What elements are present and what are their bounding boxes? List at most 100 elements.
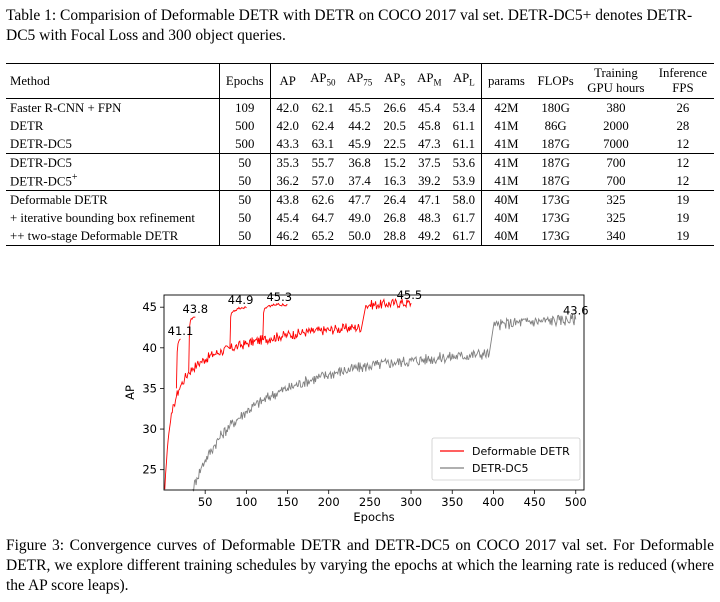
cell-apm: 47.3 bbox=[418, 136, 441, 151]
cell-aps: 20.5 bbox=[383, 118, 406, 133]
cell-apl: 61.1 bbox=[452, 118, 476, 133]
cell-flops: 180G bbox=[541, 100, 570, 115]
cell-ap: 43.3 bbox=[269, 135, 305, 154]
cell-params: 41M bbox=[480, 153, 532, 172]
y-axis-label: AP bbox=[123, 385, 137, 400]
header-method: Method bbox=[6, 63, 220, 99]
x-tick-label: 250 bbox=[359, 495, 381, 509]
table-caption: Table 1: Comparision of Deformable DETR … bbox=[6, 7, 693, 44]
cell-epochs: 500 bbox=[218, 135, 271, 154]
cell-method: DETR-DC5 bbox=[6, 153, 220, 172]
cell-ap50: 62.6 bbox=[304, 190, 342, 209]
chart-lines bbox=[164, 297, 577, 492]
cell-epochs: 500 bbox=[218, 117, 271, 135]
cell-gpu-hours: 7000 bbox=[603, 136, 629, 151]
cell-method: Faster R-CNN + FPN bbox=[10, 100, 122, 115]
cell-params: 40M bbox=[480, 227, 532, 246]
cell-apl: 53.6 bbox=[447, 153, 482, 172]
cell-ap: 42.0 bbox=[269, 98, 305, 117]
cell-fps: 19 bbox=[651, 190, 714, 209]
x-tick-label: 400 bbox=[482, 495, 504, 509]
cell-gpu-hours: 380 bbox=[606, 100, 626, 115]
header-inference-fps: Inference FPS bbox=[651, 63, 714, 99]
data-label: 45.5 bbox=[397, 288, 423, 302]
cell-ap75: 37.4 bbox=[348, 173, 371, 188]
header-ap50: AP50 bbox=[304, 63, 342, 99]
cell-ap75: 49.0 bbox=[348, 210, 371, 225]
x-axis-label: Epochs bbox=[353, 510, 394, 524]
cell-gpu-hours: 700 bbox=[606, 173, 626, 188]
cell-apl: 61.7 bbox=[447, 227, 482, 246]
table-row: DETR-DC5+ 50 36.2 57.0 37.4 16.3 39.2 53… bbox=[6, 172, 714, 191]
cell-aps: 26.6 bbox=[383, 100, 406, 115]
cell-gpu-hours: 2000 bbox=[603, 118, 629, 133]
cell-aps: 16.3 bbox=[383, 173, 406, 188]
cell-apl: 61.1 bbox=[452, 136, 476, 151]
data-label: 43.8 bbox=[182, 302, 208, 316]
header-apm: APM bbox=[411, 63, 448, 99]
cell-flops: 173G bbox=[531, 227, 580, 246]
header-apl: APL bbox=[447, 63, 482, 99]
cell-flops: 173G bbox=[531, 190, 580, 209]
cell-apl: 61.7 bbox=[452, 210, 476, 225]
cell-apm: 39.2 bbox=[418, 173, 441, 188]
series-line-detr-dc5 bbox=[192, 314, 577, 492]
legend-label: DETR-DC5 bbox=[472, 462, 528, 475]
header-training-gpu-hours: Training GPU hours bbox=[579, 63, 652, 99]
cell-epochs: 50 bbox=[218, 153, 271, 172]
cell-ap50: 65.2 bbox=[304, 227, 342, 246]
data-label: 45.3 bbox=[266, 290, 292, 304]
cell-epochs: 109 bbox=[218, 98, 271, 117]
cell-apm: 49.2 bbox=[411, 227, 448, 246]
chart-annotations: 41.1 43.8 44.9 45.3 45.5 43.6 bbox=[168, 288, 589, 338]
cell-params: 40M bbox=[480, 190, 532, 209]
cell-ap: 36.2 bbox=[269, 172, 305, 191]
x-tick-label: 300 bbox=[400, 495, 422, 509]
cell-method: DETR-DC5 bbox=[10, 136, 72, 151]
schedule-branch-line bbox=[229, 306, 247, 349]
cell-ap: 45.4 bbox=[269, 209, 305, 227]
table-row: DETR-DC5 500 43.3 63.1 45.9 22.5 47.3 61… bbox=[6, 135, 714, 154]
cell-apm: 47.1 bbox=[411, 190, 448, 209]
header-epochs: Epochs bbox=[218, 63, 271, 99]
cell-fps: 26 bbox=[676, 100, 690, 115]
cell-ap75: 50.0 bbox=[341, 227, 378, 246]
cell-flops: 187G bbox=[531, 153, 580, 172]
y-tick-label: 35 bbox=[142, 381, 157, 395]
cell-aps: 28.8 bbox=[377, 227, 412, 246]
x-tick-label: 350 bbox=[441, 495, 463, 509]
schedule-branch-line bbox=[262, 302, 288, 340]
cell-flops: 187G bbox=[541, 173, 570, 188]
cell-ap75: 45.5 bbox=[348, 100, 371, 115]
cell-method: + iterative bounding box refinement bbox=[10, 210, 195, 225]
cell-apm: 45.4 bbox=[418, 100, 441, 115]
cell-method: DETR-DC5+ bbox=[10, 172, 78, 189]
cell-ap75: 45.9 bbox=[348, 136, 371, 151]
cell-aps: 26.4 bbox=[377, 190, 412, 209]
header-params: params bbox=[480, 63, 532, 99]
table-row: ++ two-stage Deformable DETR 50 46.2 65.… bbox=[6, 227, 714, 246]
header-flops: FLOPs bbox=[531, 63, 580, 99]
cell-params: 40M bbox=[480, 209, 532, 227]
cell-apl: 58.0 bbox=[447, 190, 482, 209]
cell-ap75: 47.7 bbox=[341, 190, 378, 209]
table-row: DETR 500 42.0 62.4 44.2 20.5 45.8 61.1 4… bbox=[6, 117, 714, 135]
figure-caption: Figure 3: Convergence curves of Deformab… bbox=[6, 537, 714, 594]
cell-ap50: 63.1 bbox=[311, 136, 335, 151]
y-tick-label: 30 bbox=[142, 422, 157, 436]
cell-params: 41M bbox=[480, 172, 532, 191]
data-label: 43.6 bbox=[563, 304, 589, 318]
cell-aps: 15.2 bbox=[377, 153, 412, 172]
legend-box bbox=[431, 437, 581, 481]
cell-fps: 12 bbox=[651, 153, 714, 172]
convergence-chart: 50 100 150 200 250 300 350 400 450 5002530354045 … bbox=[123, 288, 589, 524]
schedule-branch-line bbox=[188, 316, 196, 373]
legend-label: Deformable DETR bbox=[472, 445, 570, 458]
x-tick-label: 500 bbox=[565, 495, 587, 509]
y-tick-label: 45 bbox=[142, 300, 157, 314]
x-tick-label: 200 bbox=[318, 495, 340, 509]
cell-ap: 46.2 bbox=[269, 227, 305, 246]
cell-gpu-hours: 340 bbox=[579, 227, 652, 246]
cell-epochs: 50 bbox=[218, 172, 271, 191]
cell-apl: 53.9 bbox=[452, 173, 476, 188]
